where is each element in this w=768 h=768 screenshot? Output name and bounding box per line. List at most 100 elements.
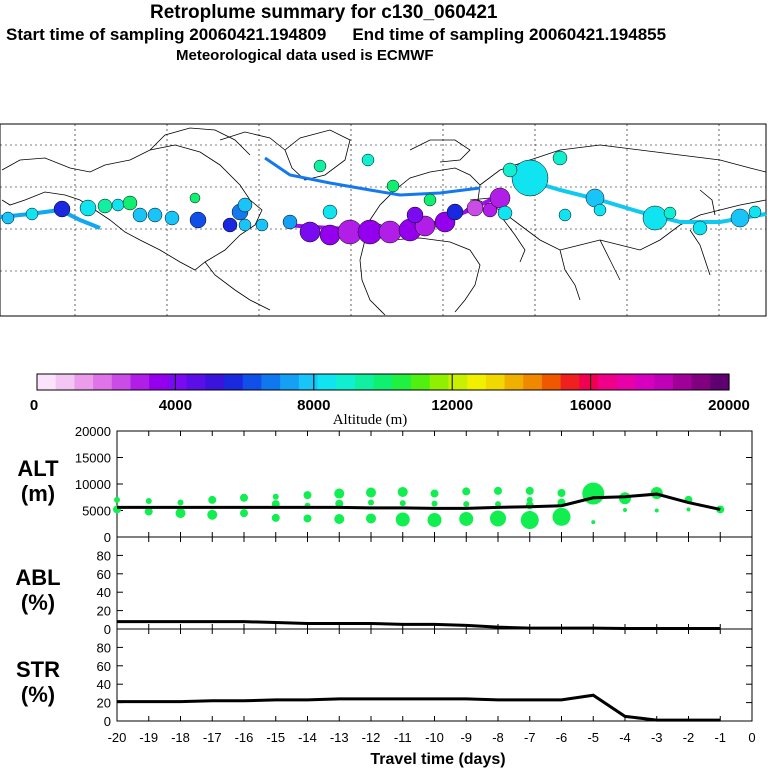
x-tick-label: -17	[203, 730, 222, 745]
alt-data-point	[686, 507, 691, 512]
y-axis-label: ABL	[15, 565, 60, 590]
y-tick-label: 20	[97, 696, 111, 711]
x-tick-label: -18	[171, 730, 190, 745]
trajectory-marker	[319, 224, 341, 246]
y-tick-label: 0	[104, 622, 111, 637]
colorbar-swatch	[691, 374, 711, 390]
alt-data-point	[271, 513, 280, 522]
trajectory-marker	[558, 208, 572, 222]
alt-data-point	[177, 499, 184, 506]
y-axis-label: ALT	[17, 456, 59, 481]
trajectory-marker	[378, 220, 402, 244]
x-tick-label: -5	[587, 730, 599, 745]
y-tick-label: 20000	[75, 424, 111, 439]
colorbar-swatch	[280, 374, 300, 390]
y-tick-label: 60	[97, 659, 111, 674]
trajectory-marker	[132, 207, 148, 223]
trajectory-marker	[237, 197, 253, 213]
abl-series-line	[117, 620, 721, 631]
trajectory-marker	[255, 218, 269, 232]
x-axis-label: Travel time (days)	[370, 751, 505, 768]
x-tick-label: -1	[714, 730, 726, 745]
trajectory-marker	[446, 203, 464, 221]
trajectory-marker	[423, 193, 437, 207]
colorbar-swatch	[411, 374, 431, 390]
x-tick-label: -14	[298, 730, 317, 745]
y-tick-label: 0	[104, 714, 111, 729]
alt-data-point	[623, 507, 627, 512]
y-tick-label: 5000	[82, 504, 111, 519]
trajectory-map	[0, 123, 767, 317]
alt-data-point	[207, 509, 218, 520]
trajectory-marker	[482, 202, 498, 218]
map-frame	[0, 123, 767, 317]
y-axis-label: (%)	[21, 590, 55, 615]
alt-data-point	[334, 488, 345, 499]
colorbar-tick-label: 12000	[431, 397, 473, 414]
colorbar-swatch	[654, 374, 674, 390]
trajectory-marker	[593, 203, 607, 217]
y-tick-label: 0	[104, 530, 111, 545]
x-tick-label: -16	[235, 730, 254, 745]
trajectory-marker	[313, 159, 327, 173]
trajectory-marker	[489, 187, 511, 209]
alt-data-point	[208, 495, 217, 504]
alt-data-point	[303, 491, 312, 500]
trajectory-marker	[663, 206, 677, 220]
colorbar-swatch	[317, 374, 337, 390]
colorbar-swatch	[579, 374, 599, 390]
colorbar-swatch	[224, 374, 244, 390]
alt-data-point	[145, 497, 152, 504]
alt-data-point	[552, 507, 571, 526]
x-tick-label: -4	[619, 730, 631, 745]
end-time-label: End time of sampling 20060421.194855	[352, 25, 667, 44]
trajectory-marker	[692, 220, 708, 236]
trajectory-marker	[238, 218, 252, 232]
colorbar-swatch	[167, 374, 188, 390]
trajectory-marker	[299, 221, 321, 243]
x-tick-label: 0	[748, 730, 755, 745]
colorbar-swatch	[560, 374, 580, 390]
colorbar-swatch	[392, 374, 412, 390]
x-tick-label: -9	[460, 730, 472, 745]
trajectory-marker	[748, 205, 762, 219]
altitude-colorbar: 0 4000 8000 12000 16000 20000 Altitude (m)	[30, 373, 750, 428]
alt-data-point	[459, 511, 474, 526]
alt-data-point	[399, 500, 406, 507]
y-tick-label: 20	[97, 604, 111, 619]
colorbar-swatch	[598, 374, 618, 390]
colorbar-swatch	[261, 374, 281, 390]
y-axis-label: (m)	[21, 481, 55, 506]
colorbar-swatch	[467, 374, 487, 390]
trajectory-marker	[357, 219, 383, 245]
panel-frame-str	[116, 628, 753, 722]
colorbar-swatch	[373, 374, 393, 390]
trajectory-marker	[111, 198, 125, 212]
alt-data-point	[591, 520, 596, 525]
colorbar-swatch	[448, 374, 468, 390]
colorbar-tick-label: 20000	[708, 397, 750, 414]
trajectory-marker	[97, 198, 113, 214]
trajectory-marker	[79, 199, 97, 217]
colorbar-swatch	[186, 374, 206, 390]
alt-data-point	[397, 486, 408, 497]
x-tick-label: -13	[330, 730, 349, 745]
trajectory-marker	[552, 150, 568, 166]
trajectory-markers	[1, 150, 762, 246]
colorbar-swatch	[672, 374, 693, 390]
trajectory-marker	[730, 208, 750, 228]
panel-frame-abl	[116, 536, 753, 630]
trajectory-marker	[222, 217, 238, 233]
colorbar-swatch	[504, 374, 524, 390]
alt-data-point	[462, 487, 471, 496]
x-tick-label: -6	[556, 730, 568, 745]
colorbar-swatch	[55, 374, 76, 390]
alt-data-point	[240, 509, 248, 518]
trajectory-marker	[511, 159, 549, 197]
alt-data-point	[526, 496, 533, 503]
trajectory-marker	[386, 179, 400, 193]
colorbar-swatch	[130, 374, 150, 390]
colorbar-swatch	[111, 374, 132, 390]
chart-title: Retroplume summary for c130_060421	[150, 2, 498, 23]
